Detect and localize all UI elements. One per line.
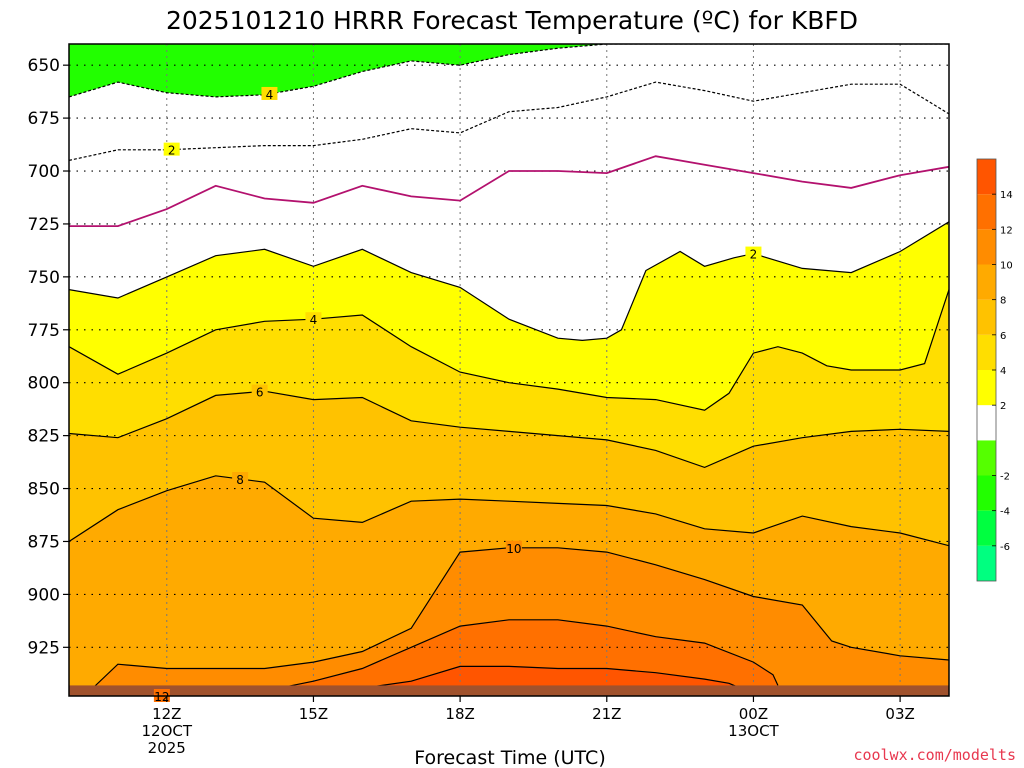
- colorbar-tick-label-4: 4: [1000, 366, 1006, 377]
- contour-label-bg-6: [232, 472, 249, 486]
- colorbar-tick-label-8: 8: [1000, 296, 1006, 307]
- colorbar: -6 -4 -2 2 4 6 8 10 12 14: [976, 158, 1013, 582]
- contour-line-4: [69, 289, 949, 411]
- x-tick-label-12Z: 12Z: [152, 705, 181, 723]
- contour-label-1: 2: [168, 144, 176, 158]
- contour-label-7: 10: [506, 542, 521, 556]
- contour-label-bg-5: [251, 384, 268, 398]
- credit-text: coolwx.com/modelts: [853, 746, 1016, 764]
- contour-label-5: 6: [256, 386, 264, 400]
- contour-line-0: [69, 44, 949, 98]
- contour-label-8: 12: [154, 690, 169, 704]
- chart-title: 2025101210 HRRR Forecast Temperature (ºC…: [166, 6, 858, 35]
- y-tick-label-725: 725: [28, 215, 60, 235]
- colorbar-box-5: [977, 370, 996, 406]
- colorbar-tick-label--4: -4: [1000, 507, 1010, 518]
- contour-label-bg-4: [305, 312, 322, 326]
- x-tick-date-12Z: 12OCT: [142, 722, 193, 740]
- y-tick-label-775: 775: [28, 321, 60, 341]
- colorbar-tick-label-12: 12: [1000, 225, 1013, 236]
- y-tick-label-700: 700: [28, 162, 60, 182]
- colorbar-tick-label-14: 14: [1000, 190, 1013, 201]
- contour-line-2: [69, 155, 949, 227]
- contour-line-1: [69, 81, 949, 161]
- y-tick-label-925: 925: [28, 638, 60, 658]
- colorbar-tick-label--2: -2: [1000, 472, 1010, 483]
- x-tick-label-03Z: 03Z: [885, 705, 914, 723]
- ground-strip: [69, 685, 949, 696]
- y-tick-label-825: 825: [28, 427, 60, 447]
- y-tick-label-875: 875: [28, 532, 60, 552]
- contour-label-4: 4: [310, 313, 318, 327]
- colorbar-box-0: [977, 545, 996, 581]
- x-tick-year-12Z: 2025: [148, 739, 186, 757]
- y-tick-label-800: 800: [28, 374, 60, 394]
- colorbar-box-10: [977, 194, 996, 230]
- colorbar-tick-label-6: 6: [1000, 331, 1006, 342]
- colorbar-box-6: [977, 334, 996, 370]
- colorbar-tick-label--6: -6: [1000, 542, 1010, 553]
- colorbar-box-3: [977, 440, 996, 476]
- x-axis-label: Forecast Time (UTC): [414, 747, 605, 768]
- y-tick-label-850: 850: [28, 480, 60, 500]
- colorbar-box-8: [977, 264, 996, 300]
- x-tick-label-15Z: 15Z: [299, 705, 328, 723]
- colorbar-box-11: [977, 159, 996, 195]
- contour-label-6: 8: [236, 473, 244, 487]
- contour-line-3: [69, 221, 949, 342]
- contour-line-9: [352, 665, 744, 691]
- contour-line-layer: [69, 44, 949, 696]
- y-tick-label-900: 900: [28, 585, 60, 605]
- ground-layer: [69, 685, 949, 696]
- x-tick-label-18Z: 18Z: [445, 705, 474, 723]
- x-tick-label-00Z: 00Z: [739, 705, 768, 723]
- y-axis: 650 675 700 725 750 775 800 825 850 875 900 925: [28, 56, 69, 658]
- contour-line-6: [69, 475, 949, 547]
- temperature-fill-layer: [69, 44, 949, 696]
- contour-label-0: 4: [266, 88, 274, 102]
- contour-line-8: [239, 619, 779, 696]
- contour-label-bg-1: [163, 142, 180, 156]
- colorbar-box-2: [977, 475, 996, 511]
- contour-line-5: [69, 390, 949, 469]
- contour-label-3: 2: [750, 248, 758, 262]
- contour-label-bg-0: [261, 86, 278, 100]
- contour-label-bg-3: [745, 246, 762, 260]
- y-tick-label-650: 650: [28, 56, 60, 76]
- colorbar-box-7: [977, 299, 996, 335]
- y-tick-label-750: 750: [28, 268, 60, 288]
- colorbar-box-1: [977, 510, 996, 546]
- plot-frame: [68, 43, 950, 697]
- contour-label-bg-7: [505, 540, 522, 554]
- colorbar-tick-label-2: 2: [1000, 401, 1006, 412]
- colorbar-box-4: [977, 405, 996, 441]
- colorbar-tick-label-10: 10: [1000, 261, 1013, 272]
- x-tick-label-21Z: 21Z: [592, 705, 621, 723]
- y-tick-label-675: 675: [28, 109, 60, 129]
- contour-label-layer: 4 2 2 4 6 8 10 12: [153, 86, 762, 704]
- x-tick-date-00Z: 13OCT: [728, 722, 779, 740]
- colorbar-box-9: [977, 229, 996, 265]
